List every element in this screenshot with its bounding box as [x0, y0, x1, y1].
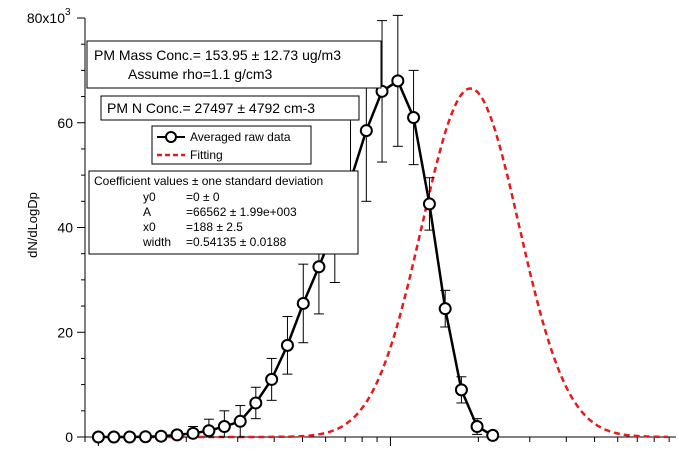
raw-data-point: [359, 124, 373, 138]
raw-data-point: [312, 260, 326, 274]
coefficients-box: [88, 170, 359, 255]
coef-value-y0: =0 ± 0: [186, 190, 220, 204]
raw-data-point: [265, 372, 279, 386]
raw-data-point: [186, 426, 200, 440]
mass-conc-box: [86, 40, 382, 89]
raw-data-point: [391, 74, 405, 88]
raw-data-point: [123, 430, 137, 444]
legend-box: [151, 125, 312, 165]
raw-data-point: [454, 383, 468, 397]
coef-value-a: =66562 ± 1.99e+003: [186, 205, 297, 219]
raw-data-point: [486, 428, 500, 442]
raw-data-point: [217, 420, 231, 434]
raw-data-point: [138, 430, 152, 444]
y-tick-label: 60: [57, 115, 73, 131]
coef-name-width: width: [142, 235, 171, 249]
y-tick-exponent: 3: [65, 7, 71, 18]
legend-raw-marker: [165, 131, 177, 143]
density-text: Assume rho=1.1 g/cm3: [128, 66, 273, 82]
y-tick-label: 0: [65, 429, 73, 445]
raw-data-point: [438, 302, 452, 316]
raw-data-point: [249, 396, 263, 410]
coef-name-x0: x0: [143, 220, 156, 234]
legend-raw-label: Averaged raw data: [190, 130, 291, 144]
coef-name-a: A: [143, 205, 151, 219]
raw-data-point: [296, 296, 310, 310]
raw-series: [91, 74, 500, 444]
raw-data-point: [170, 428, 184, 442]
coef-header: Coefficient values ± one standard deviat…: [94, 174, 323, 188]
y-axis-label: dN/dLogDp: [25, 192, 40, 258]
raw-data-point: [470, 420, 484, 434]
raw-data-point: [280, 338, 294, 352]
raw-data-point: [202, 424, 216, 438]
y-tick-label: 40: [57, 220, 73, 236]
number-conc-text: PM N Conc.= 27497 ± 4792 cm-3: [107, 100, 315, 116]
number-conc-box: [100, 95, 360, 121]
y-ticks: 0 20 40 60 80x10 3: [27, 7, 85, 445]
raw-data-point: [107, 430, 121, 444]
coef-name-y0: y0: [143, 190, 156, 204]
raw-data-point: [422, 197, 436, 211]
y-tick-label: 20: [57, 324, 73, 340]
raw-data-point: [91, 430, 105, 444]
coef-value-x0: =188 ± 2.5: [186, 220, 243, 234]
raw-data-point: [154, 429, 168, 443]
y-tick-label: 80x10: [27, 10, 65, 26]
legend-fit-label: Fitting: [190, 148, 223, 162]
raw-data-point: [375, 84, 389, 98]
raw-data-point: [407, 111, 421, 125]
coef-value-width: =0.54135 ± 0.0188: [186, 235, 287, 249]
raw-data-point: [233, 414, 247, 428]
mass-conc-text: PM Mass Conc.= 153.95 ± 12.73 ug/m3: [94, 47, 341, 63]
